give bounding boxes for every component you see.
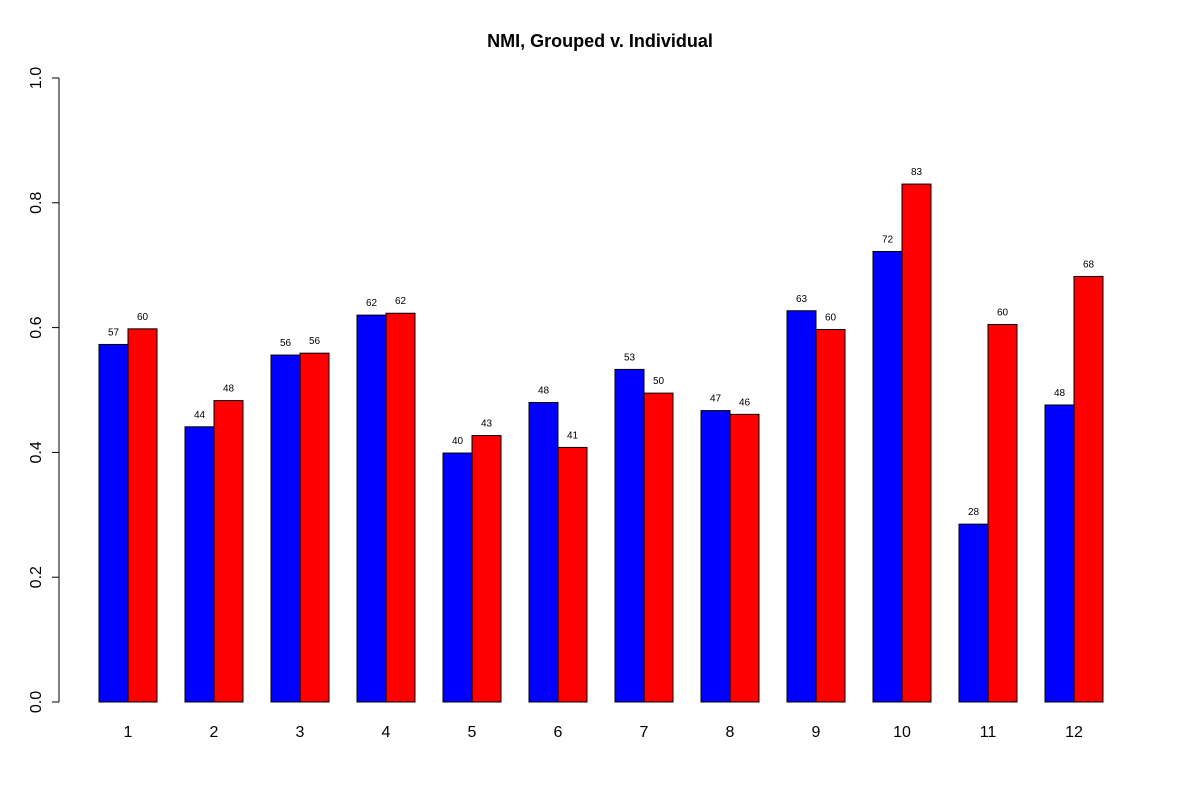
y-tick-label: 0.2 [28, 566, 45, 588]
data-label: 47 [710, 394, 722, 405]
y-tick-label: 0.6 [28, 316, 45, 338]
y-tick-label: 0.0 [28, 691, 45, 713]
chart-title: NMI, Grouped v. Individual [487, 31, 713, 51]
bar [127, 328, 158, 703]
data-label: 28 [968, 507, 980, 518]
data-label: 63 [796, 294, 808, 305]
bar [98, 343, 129, 703]
bar [1044, 404, 1075, 703]
bar [872, 250, 903, 703]
data-label: 53 [624, 352, 636, 363]
bar [385, 312, 416, 703]
data-label: 68 [1083, 259, 1095, 270]
data-label: 60 [137, 312, 149, 323]
bar [1073, 275, 1104, 703]
x-tick-label: 5 [468, 724, 477, 741]
data-label: 48 [1054, 388, 1066, 399]
x-tick-label: 3 [296, 724, 305, 741]
data-label: 83 [911, 167, 923, 178]
bar [958, 523, 989, 703]
x-tick-label: 10 [893, 724, 911, 741]
bar [643, 392, 674, 703]
bar [987, 323, 1018, 703]
data-label: 48 [223, 384, 235, 395]
x-tick-label: 11 [980, 724, 997, 741]
bar [299, 352, 330, 703]
bar [356, 314, 387, 703]
bar [442, 452, 473, 703]
data-label: 48 [538, 385, 550, 396]
data-label: 72 [882, 234, 894, 245]
y-axis: 0.0 0.2 0.4 0.6 0.8 1.0 [28, 67, 60, 713]
bar [471, 435, 502, 703]
data-label: 44 [194, 410, 206, 421]
bar [786, 310, 817, 703]
bar [213, 400, 244, 703]
data-label: 43 [481, 419, 493, 430]
data-label: 60 [997, 307, 1009, 318]
bar-group [98, 183, 1104, 703]
y-tick-label: 0.8 [28, 192, 45, 214]
x-tick-label: 6 [554, 724, 563, 741]
data-label: 56 [280, 338, 292, 349]
bar [700, 410, 731, 703]
data-label: 46 [739, 397, 751, 408]
bar [729, 413, 760, 703]
bar [614, 368, 645, 703]
data-label-group: 57 60 44 48 56 56 62 62 40 43 48 41 53 50 47 46 63 60 72 83… [108, 167, 1095, 518]
x-tick-label: 9 [812, 724, 821, 741]
bar [557, 446, 588, 703]
bar [528, 401, 559, 703]
bar [815, 328, 846, 703]
data-label: 60 [825, 312, 837, 323]
data-label: 50 [653, 376, 665, 387]
x-tick-label: 1 [124, 724, 133, 741]
data-label: 62 [366, 298, 378, 309]
x-tick-label-group: 1 2 3 4 5 6 7 8 9 10 11 12 [124, 724, 1083, 741]
y-tick-label: 1.0 [28, 67, 45, 89]
data-label: 62 [395, 296, 407, 307]
bar [184, 426, 215, 703]
x-tick-label: 2 [210, 724, 219, 741]
data-label: 56 [309, 336, 321, 347]
x-tick-label: 4 [382, 724, 391, 741]
data-label: 57 [108, 327, 120, 338]
x-tick-label: 8 [726, 724, 735, 741]
y-tick-label: 0.4 [28, 441, 45, 463]
bar [901, 183, 932, 703]
bar [270, 354, 301, 703]
x-tick-label: 12 [1065, 724, 1083, 741]
x-tick-label: 7 [640, 724, 649, 741]
data-label: 40 [452, 436, 464, 447]
data-label: 41 [567, 430, 579, 441]
